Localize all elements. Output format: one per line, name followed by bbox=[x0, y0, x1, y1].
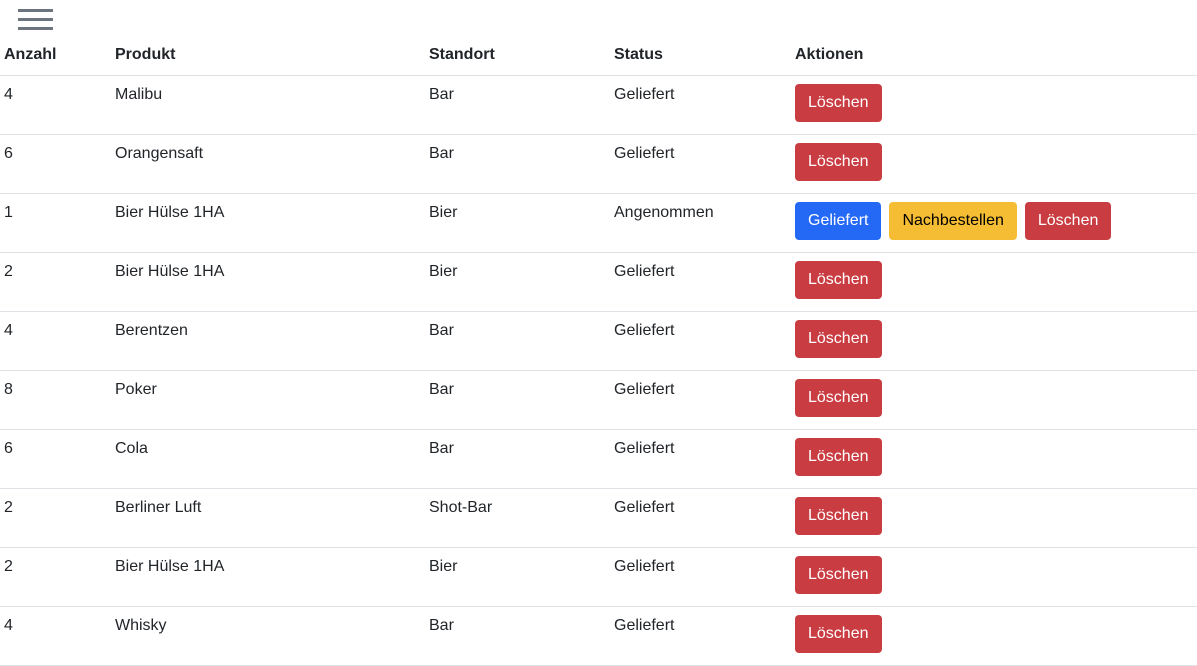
quantity-cell: 2 bbox=[0, 547, 111, 607]
orders-table: Anzahl Produkt Standort Status Aktionen … bbox=[0, 40, 1197, 666]
location-cell: Bar bbox=[425, 370, 610, 430]
status-cell: Geliefert bbox=[610, 75, 791, 135]
delete-button[interactable]: Löschen bbox=[795, 143, 882, 181]
quantity-cell: 1 bbox=[0, 193, 111, 253]
quantity-cell: 8 bbox=[0, 370, 111, 430]
product-cell: Bier Hülse 1HA bbox=[111, 547, 425, 607]
reorder-button[interactable]: Nachbestellen bbox=[889, 202, 1017, 240]
table-row: 2 Bier Hülse 1HA Bier Geliefert Löschen bbox=[0, 547, 1197, 607]
location-cell: Bar bbox=[425, 134, 610, 194]
hamburger-menu-icon[interactable] bbox=[18, 8, 53, 32]
product-cell: Whisky bbox=[111, 606, 425, 666]
product-cell: Poker bbox=[111, 370, 425, 430]
status-cell: Geliefert bbox=[610, 311, 791, 371]
menu-line bbox=[18, 18, 53, 21]
product-cell: Berentzen bbox=[111, 311, 425, 371]
header-status: Status bbox=[610, 40, 791, 76]
location-cell: Bar bbox=[425, 75, 610, 135]
header-anzahl: Anzahl bbox=[0, 40, 111, 76]
quantity-cell: 2 bbox=[0, 488, 111, 548]
location-cell: Bier bbox=[425, 193, 610, 253]
menu-line bbox=[18, 9, 53, 12]
table-row: 2 Bier Hülse 1HA Bier Geliefert Löschen bbox=[0, 252, 1197, 312]
quantity-cell: 6 bbox=[0, 429, 111, 489]
status-cell: Geliefert bbox=[610, 429, 791, 489]
table-row: 2 Berliner Luft Shot-Bar Geliefert Löschen bbox=[0, 488, 1197, 548]
actions-cell: Löschen bbox=[791, 547, 1197, 607]
status-cell: Geliefert bbox=[610, 370, 791, 430]
quantity-cell: 2 bbox=[0, 252, 111, 312]
menu-line bbox=[18, 27, 53, 30]
status-cell: Angenommen bbox=[610, 193, 791, 253]
quantity-cell: 6 bbox=[0, 134, 111, 194]
header-standort: Standort bbox=[425, 40, 610, 76]
actions-cell: Löschen bbox=[791, 370, 1197, 430]
delete-button[interactable]: Löschen bbox=[795, 379, 882, 417]
delete-button[interactable]: Löschen bbox=[795, 438, 882, 476]
product-cell: Berliner Luft bbox=[111, 488, 425, 548]
header-aktionen: Aktionen bbox=[791, 40, 1197, 76]
table-row: 6 Orangensaft Bar Geliefert Löschen bbox=[0, 134, 1197, 194]
actions-cell: Geliefert Nachbestellen Löschen bbox=[791, 193, 1197, 253]
product-cell: Bier Hülse 1HA bbox=[111, 193, 425, 253]
location-cell: Bier bbox=[425, 547, 610, 607]
product-cell: Malibu bbox=[111, 75, 425, 135]
delete-button[interactable]: Löschen bbox=[795, 84, 882, 122]
table-row: 4 Berentzen Bar Geliefert Löschen bbox=[0, 311, 1197, 371]
quantity-cell: 4 bbox=[0, 311, 111, 371]
actions-cell: Löschen bbox=[791, 252, 1197, 312]
status-cell: Geliefert bbox=[610, 252, 791, 312]
location-cell: Bar bbox=[425, 606, 610, 666]
mark-delivered-button[interactable]: Geliefert bbox=[795, 202, 882, 240]
location-cell: Bar bbox=[425, 311, 610, 371]
actions-cell: Löschen bbox=[791, 134, 1197, 194]
location-cell: Shot-Bar bbox=[425, 488, 610, 548]
quantity-cell: 4 bbox=[0, 606, 111, 666]
delete-button[interactable]: Löschen bbox=[795, 615, 882, 653]
status-cell: Geliefert bbox=[610, 547, 791, 607]
product-cell: Orangensaft bbox=[111, 134, 425, 194]
delete-button[interactable]: Löschen bbox=[1024, 202, 1112, 240]
table-row: 4 Whisky Bar Geliefert Löschen bbox=[0, 606, 1197, 666]
status-cell: Geliefert bbox=[610, 488, 791, 548]
quantity-cell: 4 bbox=[0, 75, 111, 135]
delete-button[interactable]: Löschen bbox=[795, 320, 882, 358]
status-cell: Geliefert bbox=[610, 134, 791, 194]
header-produkt: Produkt bbox=[111, 40, 425, 76]
product-cell: Cola bbox=[111, 429, 425, 489]
table-header-row: Anzahl Produkt Standort Status Aktionen bbox=[0, 40, 1197, 76]
location-cell: Bier bbox=[425, 252, 610, 312]
actions-cell: Löschen bbox=[791, 311, 1197, 371]
table-row: 8 Poker Bar Geliefert Löschen bbox=[0, 370, 1197, 430]
status-cell: Geliefert bbox=[610, 606, 791, 666]
delete-button[interactable]: Löschen bbox=[795, 261, 882, 299]
table-row: 6 Cola Bar Geliefert Löschen bbox=[0, 429, 1197, 489]
delete-button[interactable]: Löschen bbox=[795, 556, 882, 594]
actions-cell: Löschen bbox=[791, 429, 1197, 489]
actions-cell: Löschen bbox=[791, 75, 1197, 135]
actions-cell: Löschen bbox=[791, 606, 1197, 666]
location-cell: Bar bbox=[425, 429, 610, 489]
table-row: 4 Malibu Bar Geliefert Löschen bbox=[0, 75, 1197, 135]
table-row: 1 Bier Hülse 1HA Bier Angenommen Geliefert Na… bbox=[0, 193, 1197, 253]
product-cell: Bier Hülse 1HA bbox=[111, 252, 425, 312]
delete-button[interactable]: Löschen bbox=[795, 497, 882, 535]
actions-cell: Löschen bbox=[791, 488, 1197, 548]
